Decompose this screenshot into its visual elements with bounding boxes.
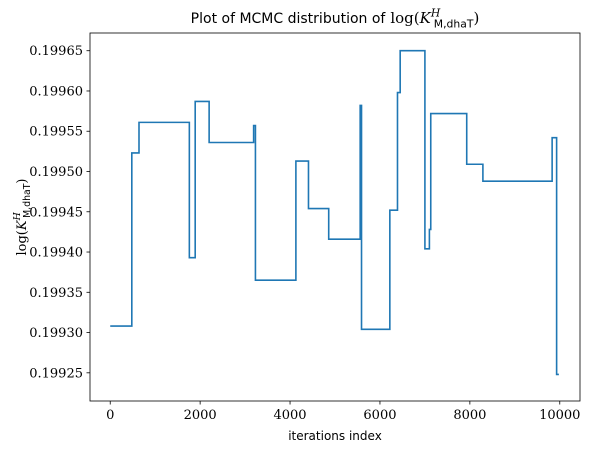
y-tick-label: 0.19955 [29,125,83,140]
x-tick-label: 8000 [453,408,486,423]
x-tick-label: 0 [106,408,114,423]
y-tick-label: 0.19935 [29,286,83,301]
x-axis-label: iterations index [288,429,382,443]
x-tick-label: 10000 [539,408,580,423]
y-axis-ticks: 0.19925 0.19930 0.19935 0.19940 0.19945 0.199… [29,44,90,381]
chart-title: Plot of MCMC distribution of log(KH M,dhaT… [191,6,480,30]
y-tick-label: 0.19930 [29,326,83,341]
y-tick-label: 0.19925 [29,366,83,381]
plot-frame [90,33,580,401]
y-tick-label: 0.19950 [29,165,83,180]
y-tick-label: 0.19965 [29,44,83,59]
chart-title-text: Plot of MCMC distribution of [191,11,387,27]
y-tick-label: 0.19945 [29,205,83,220]
series-group [110,51,559,375]
series-line-0 [110,51,559,375]
x-tick-label: 6000 [363,408,396,423]
x-tick-label: 4000 [273,408,306,423]
y-tick-label: 0.19960 [29,84,83,99]
x-axis-ticks: 0 2000 4000 6000 8000 10000 [106,401,580,423]
x-tick-label: 2000 [184,408,217,423]
y-tick-label: 0.19940 [29,246,83,261]
